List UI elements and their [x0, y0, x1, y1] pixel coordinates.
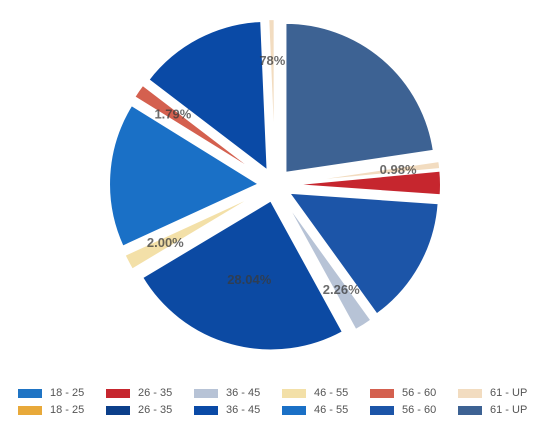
pie-slice-46-55-6 — [123, 191, 262, 271]
legend-item: 61 - UP — [458, 385, 527, 401]
pie-slice-61-up-10 — [267, 18, 276, 170]
legend-swatch — [282, 388, 306, 398]
legend-label: 61 - UP — [490, 387, 528, 399]
legend-item: 56 - 60 — [370, 385, 436, 401]
legend-item: 46 - 55 — [282, 385, 348, 401]
legend-swatch — [458, 405, 482, 415]
legend-item: 36 - 45 — [194, 402, 260, 418]
legend-label: 56 - 60 — [402, 404, 437, 416]
legend-label: 61 - UP — [490, 404, 528, 416]
legend-item: 26 - 35 — [106, 402, 172, 418]
pie-slice-61-up-0 — [284, 21, 435, 175]
pie-slice-labels: 0.98% 2.26% 28.04% 2.00% 1.79% 78% — [147, 53, 417, 297]
legend-swatch — [194, 388, 218, 398]
pie-slice-36-45-4 — [282, 197, 373, 332]
legend-swatch — [106, 405, 130, 415]
slice-label-8: 1.79% — [154, 107, 191, 122]
legend-item: 18 - 25 — [18, 385, 84, 401]
legend-label: 56 - 60 — [402, 387, 437, 399]
legend-label: 46 - 55 — [314, 404, 349, 416]
legend-item: 18 - 25 — [18, 402, 84, 418]
legend-swatch — [18, 388, 42, 398]
chart-legend: 18 - 25 26 - 35 36 - 45 46 - 55 56 - 60 61 - … — [0, 385, 543, 421]
legend-swatch — [458, 388, 482, 398]
slice-label-6: 2.00% — [147, 235, 184, 250]
slice-label-10: 78% — [259, 53, 285, 68]
legend-label: 46 - 55 — [314, 387, 349, 399]
pie-slices — [108, 18, 442, 352]
slice-label-5: 28.04% — [227, 272, 272, 287]
legend-swatch — [194, 405, 218, 415]
pie-slice-46-55-7 — [108, 103, 262, 248]
legend-swatch — [282, 405, 306, 415]
legend-label: 36 - 45 — [226, 387, 261, 399]
slice-label-1: 0.98% — [380, 162, 417, 177]
pie-slice-26-35-5 — [140, 199, 345, 352]
legend-swatch — [370, 388, 394, 398]
legend-item: 26 - 35 — [106, 385, 172, 401]
pie-slice-56-60-8 — [132, 83, 263, 177]
legend-label: 18 - 25 — [50, 387, 85, 399]
legend-label: 18 - 25 — [50, 404, 85, 416]
legend-swatch — [18, 405, 42, 415]
legend-swatch — [370, 405, 394, 415]
slice-label-4: 2.26% — [323, 282, 360, 297]
legend-label: 26 - 35 — [138, 404, 173, 416]
legend-item: 56 - 60 — [370, 402, 436, 418]
legend-item: 61 - UP — [458, 402, 527, 418]
legend-item: 36 - 45 — [194, 385, 260, 401]
legend-label: 26 - 35 — [138, 387, 173, 399]
legend-item: 46 - 55 — [282, 402, 348, 418]
legend-label: 36 - 45 — [226, 404, 261, 416]
pie-slice-26-35-2 — [290, 169, 442, 197]
pie-slice-36-45-9 — [147, 19, 269, 173]
pie-slice-56-60-3 — [286, 191, 440, 316]
legend-swatch — [106, 388, 130, 398]
pie-slice-61-up-1 — [290, 159, 442, 185]
